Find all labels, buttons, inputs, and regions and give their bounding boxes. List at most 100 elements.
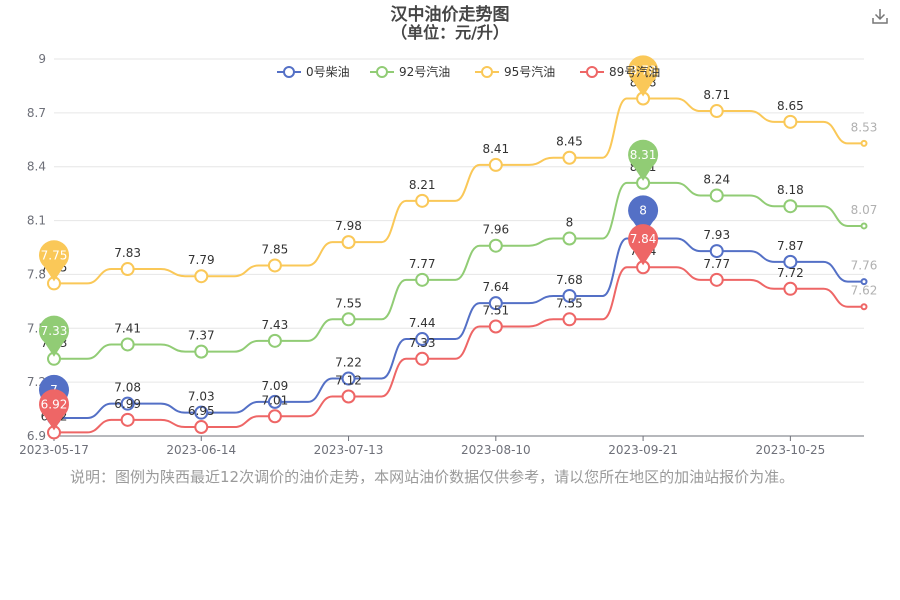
data-label: 7.77 — [409, 257, 436, 271]
data-point[interactable] — [194, 420, 209, 435]
x-tick-label: 2023-05-17 — [19, 443, 89, 457]
data-point[interactable] — [488, 238, 503, 253]
y-tick-label: 7.8 — [27, 267, 46, 281]
legend-symbol — [283, 66, 295, 78]
legend-item[interactable]: 92号汽油 — [370, 64, 450, 79]
data-point[interactable] — [194, 344, 209, 359]
x-tick-label: 2023-08-10 — [461, 443, 531, 457]
data-point[interactable] — [120, 412, 135, 427]
data-point[interactable] — [488, 319, 503, 334]
data-point[interactable] — [783, 199, 798, 214]
legend[interactable]: 0号柴油 92号汽油 95号汽油 89号汽油 — [277, 64, 660, 79]
data-label: 8.18 — [777, 183, 804, 197]
legend-item[interactable]: 0号柴油 — [277, 65, 350, 79]
data-point[interactable] — [415, 193, 430, 208]
data-label: 8.71 — [703, 88, 730, 102]
data-point[interactable] — [341, 235, 356, 250]
data-label: 8 — [566, 216, 574, 230]
data-point[interactable] — [267, 394, 282, 409]
data-label: 7.93 — [703, 228, 730, 242]
download-icon[interactable] — [870, 6, 890, 26]
data-point[interactable] — [194, 405, 209, 420]
data-label: 7.55 — [556, 296, 583, 310]
data-point[interactable] — [488, 157, 503, 172]
data-point[interactable] — [562, 150, 577, 165]
series-line — [54, 237, 864, 420]
legend-label: 89号汽油 — [609, 64, 660, 79]
legend-item[interactable]: 95号汽油 — [475, 64, 555, 79]
legend-symbol — [481, 66, 493, 78]
pin-marker — [628, 195, 659, 237]
data-point[interactable] — [341, 312, 356, 327]
data-point[interactable] — [709, 272, 724, 287]
data-label: 7.08 — [114, 381, 141, 395]
data-point[interactable] — [341, 371, 356, 386]
data-label: 7.44 — [409, 316, 436, 330]
data-point[interactable] — [562, 231, 577, 246]
data-point[interactable] — [860, 278, 868, 286]
data-point[interactable] — [709, 104, 724, 119]
data-point[interactable] — [562, 288, 577, 303]
data-point[interactable] — [709, 244, 724, 259]
data-label: 7.55 — [335, 296, 362, 310]
pin-label: 7.33 — [41, 324, 68, 338]
chart-subtitle: （单位：元/升） — [391, 23, 509, 42]
data-point[interactable] — [860, 139, 868, 147]
pin-marker — [628, 139, 659, 181]
data-point[interactable] — [562, 312, 577, 327]
data-point[interactable] — [488, 296, 503, 311]
data-point[interactable] — [415, 272, 430, 287]
data-point[interactable] — [194, 269, 209, 284]
pin-label: 8.78 — [630, 63, 657, 77]
data-label: 7.72 — [777, 266, 804, 280]
data-point[interactable] — [120, 396, 135, 411]
pin-label: 8 — [639, 204, 647, 218]
data-point[interactable] — [783, 281, 798, 296]
data-label: 7.03 — [188, 390, 215, 404]
legend-label: 95号汽油 — [504, 64, 555, 79]
pin-marker — [39, 240, 69, 282]
data-point[interactable] — [415, 351, 430, 366]
data-point[interactable] — [341, 389, 356, 404]
data-point[interactable] — [267, 409, 282, 424]
data-label: 8.65 — [777, 99, 804, 113]
data-point[interactable] — [860, 303, 868, 311]
data-label: 7.09 — [262, 379, 289, 393]
pin-label: 7.84 — [630, 232, 657, 246]
legend-symbol — [376, 66, 388, 78]
data-point[interactable] — [267, 333, 282, 348]
data-label: 7.68 — [556, 273, 583, 287]
data-point[interactable] — [415, 332, 430, 347]
data-label: 8.41 — [482, 142, 509, 156]
legend-label: 92号汽油 — [399, 64, 450, 79]
data-label: 7.51 — [482, 303, 509, 317]
series-line — [54, 181, 864, 360]
data-labels: 77.087.037.097.227.447.647.6887.937.877.… — [41, 75, 878, 423]
x-tick-label: 2023-07-13 — [314, 443, 384, 457]
x-tick-label: 2023-10-25 — [755, 443, 825, 457]
chart-note: 说明：图例为陕西最近12次调价的油价走势，本网站油价数据仅供参考，请以您所在地区… — [70, 468, 795, 486]
data-point[interactable] — [783, 114, 798, 129]
series-line — [54, 97, 864, 285]
pin-marker — [628, 55, 659, 97]
data-label: 7.79 — [188, 253, 215, 267]
data-point[interactable] — [120, 262, 135, 277]
data-label: 7.33 — [409, 336, 436, 350]
data-label: 8.53 — [851, 120, 878, 134]
data-label: 7.62 — [851, 284, 878, 298]
data-point[interactable] — [267, 258, 282, 273]
data-label: 8.24 — [703, 172, 730, 186]
data-label: 8.45 — [556, 135, 583, 149]
data-label: 6.95 — [188, 404, 215, 418]
data-label: 7.37 — [188, 329, 215, 343]
pin-marker — [39, 315, 69, 357]
data-point[interactable] — [860, 222, 868, 230]
data-point[interactable] — [709, 188, 724, 203]
data-point[interactable] — [783, 254, 798, 269]
legend-item[interactable]: 89号汽油 — [580, 64, 660, 79]
data-point[interactable] — [120, 337, 135, 352]
data-label: 7.85 — [262, 242, 289, 256]
extreme-markers: 878.317.338.787.757.846.92 — [39, 55, 659, 431]
legend-symbol — [586, 66, 598, 78]
